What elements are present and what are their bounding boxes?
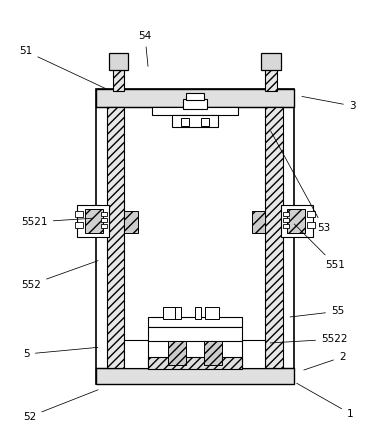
Bar bbox=[148, 327, 242, 341]
Bar bbox=[307, 211, 315, 217]
Bar bbox=[101, 212, 107, 216]
Text: 552: 552 bbox=[21, 261, 98, 290]
Bar bbox=[107, 107, 125, 368]
Text: 55: 55 bbox=[290, 306, 344, 317]
Bar bbox=[168, 341, 186, 365]
Bar bbox=[205, 307, 219, 319]
Text: 3: 3 bbox=[302, 97, 355, 111]
Bar bbox=[266, 69, 277, 91]
Bar bbox=[101, 224, 107, 228]
Bar bbox=[175, 307, 181, 319]
Bar bbox=[109, 53, 128, 70]
Text: 52: 52 bbox=[23, 390, 98, 421]
Bar bbox=[75, 222, 83, 228]
Bar bbox=[125, 211, 138, 233]
Text: 53: 53 bbox=[271, 131, 330, 233]
Text: 1: 1 bbox=[297, 383, 353, 419]
Bar bbox=[186, 93, 204, 100]
Text: 2: 2 bbox=[304, 352, 345, 370]
Bar bbox=[85, 209, 103, 233]
Bar bbox=[75, 211, 83, 217]
Bar bbox=[281, 205, 313, 237]
Bar bbox=[195, 307, 201, 319]
Bar bbox=[201, 118, 209, 126]
Bar bbox=[181, 118, 189, 126]
Bar bbox=[101, 218, 107, 222]
Bar bbox=[183, 99, 207, 109]
Bar bbox=[283, 224, 289, 228]
Bar bbox=[77, 205, 109, 237]
Bar bbox=[283, 212, 289, 216]
Bar bbox=[283, 218, 289, 222]
Bar bbox=[287, 209, 305, 233]
Bar bbox=[252, 211, 266, 233]
Bar bbox=[148, 317, 242, 327]
Bar bbox=[261, 53, 281, 70]
Bar bbox=[148, 357, 242, 369]
Text: 5521: 5521 bbox=[21, 217, 93, 227]
Text: 5522: 5522 bbox=[270, 334, 348, 344]
Bar bbox=[96, 368, 294, 384]
Text: 5: 5 bbox=[23, 348, 98, 359]
Text: 54: 54 bbox=[138, 31, 152, 66]
Bar bbox=[307, 222, 315, 228]
Bar bbox=[112, 69, 125, 91]
Bar bbox=[242, 340, 266, 368]
Bar bbox=[125, 340, 148, 368]
Bar bbox=[266, 107, 283, 368]
Bar bbox=[204, 341, 222, 365]
Text: 551: 551 bbox=[294, 224, 345, 270]
Bar bbox=[96, 89, 294, 384]
Bar bbox=[152, 107, 238, 115]
Text: 51: 51 bbox=[19, 46, 106, 89]
Bar bbox=[96, 89, 294, 107]
Bar bbox=[172, 115, 218, 127]
Bar bbox=[163, 307, 177, 319]
